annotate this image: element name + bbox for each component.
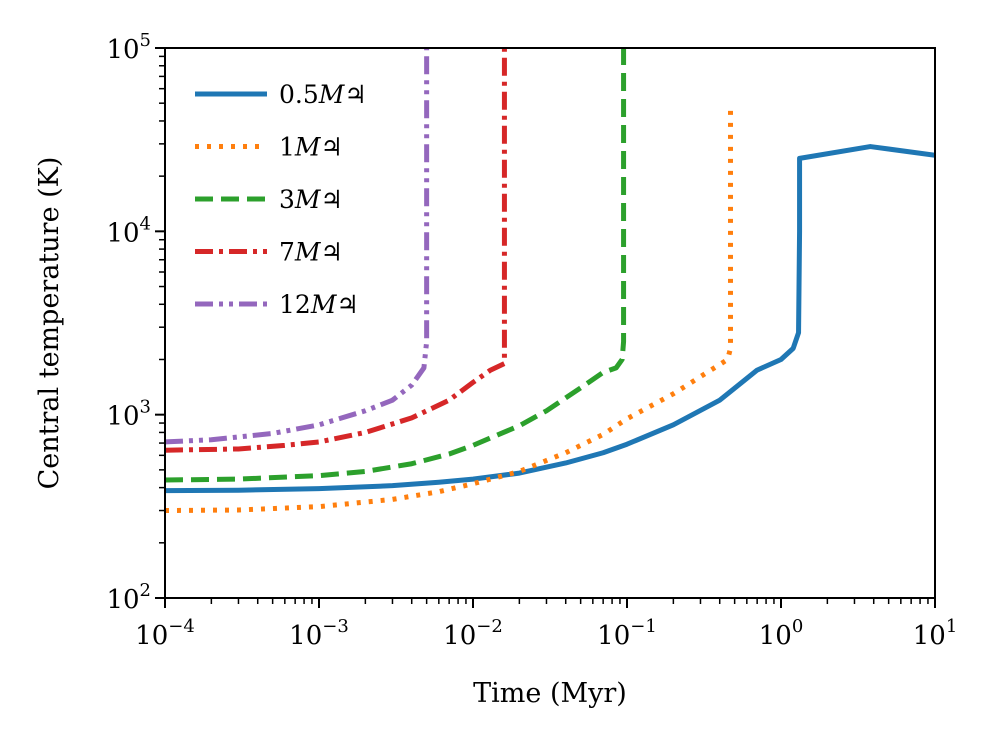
x-tick-label: 10−1 <box>597 616 657 651</box>
tick-layer: 10−4 10−3 10−2 10−1 100 101 102 103 104 105 <box>106 30 957 651</box>
series-line-3 <box>165 48 507 453</box>
x-tick-label: 10−4 <box>135 616 195 651</box>
legend: 0.5M♃ 1M♃ 3M♃ 7M♃ 12M♃ <box>195 80 367 319</box>
y-tick-label: 104 <box>106 213 151 248</box>
x-tick-label: 10−2 <box>443 616 503 651</box>
y-tick-label: 102 <box>106 580 151 615</box>
series-line-4 <box>165 48 430 445</box>
x-axis-title: Time (Myr) <box>473 678 627 709</box>
x-tick-label: 100 <box>759 616 804 651</box>
y-tick-label: 103 <box>106 397 151 432</box>
series-layer <box>165 48 935 514</box>
legend-label-2: 3M♃ <box>279 185 343 214</box>
x-tick-label: 101 <box>913 616 958 651</box>
series-line-1 <box>165 109 733 514</box>
legend-label-0: 0.5M♃ <box>279 80 367 109</box>
legend-label-4: 12M♃ <box>279 290 359 319</box>
y-axis-title: Central temperature (K) <box>34 157 65 490</box>
x-tick-label: 10−3 <box>289 616 349 651</box>
legend-label-3: 7M♃ <box>279 238 343 267</box>
plot-frame <box>164 47 936 599</box>
legend-label-1: 1M♃ <box>279 133 343 162</box>
series-line-0 <box>165 144 935 494</box>
series-line-2 <box>165 48 627 483</box>
y-tick-label: 105 <box>106 30 151 65</box>
